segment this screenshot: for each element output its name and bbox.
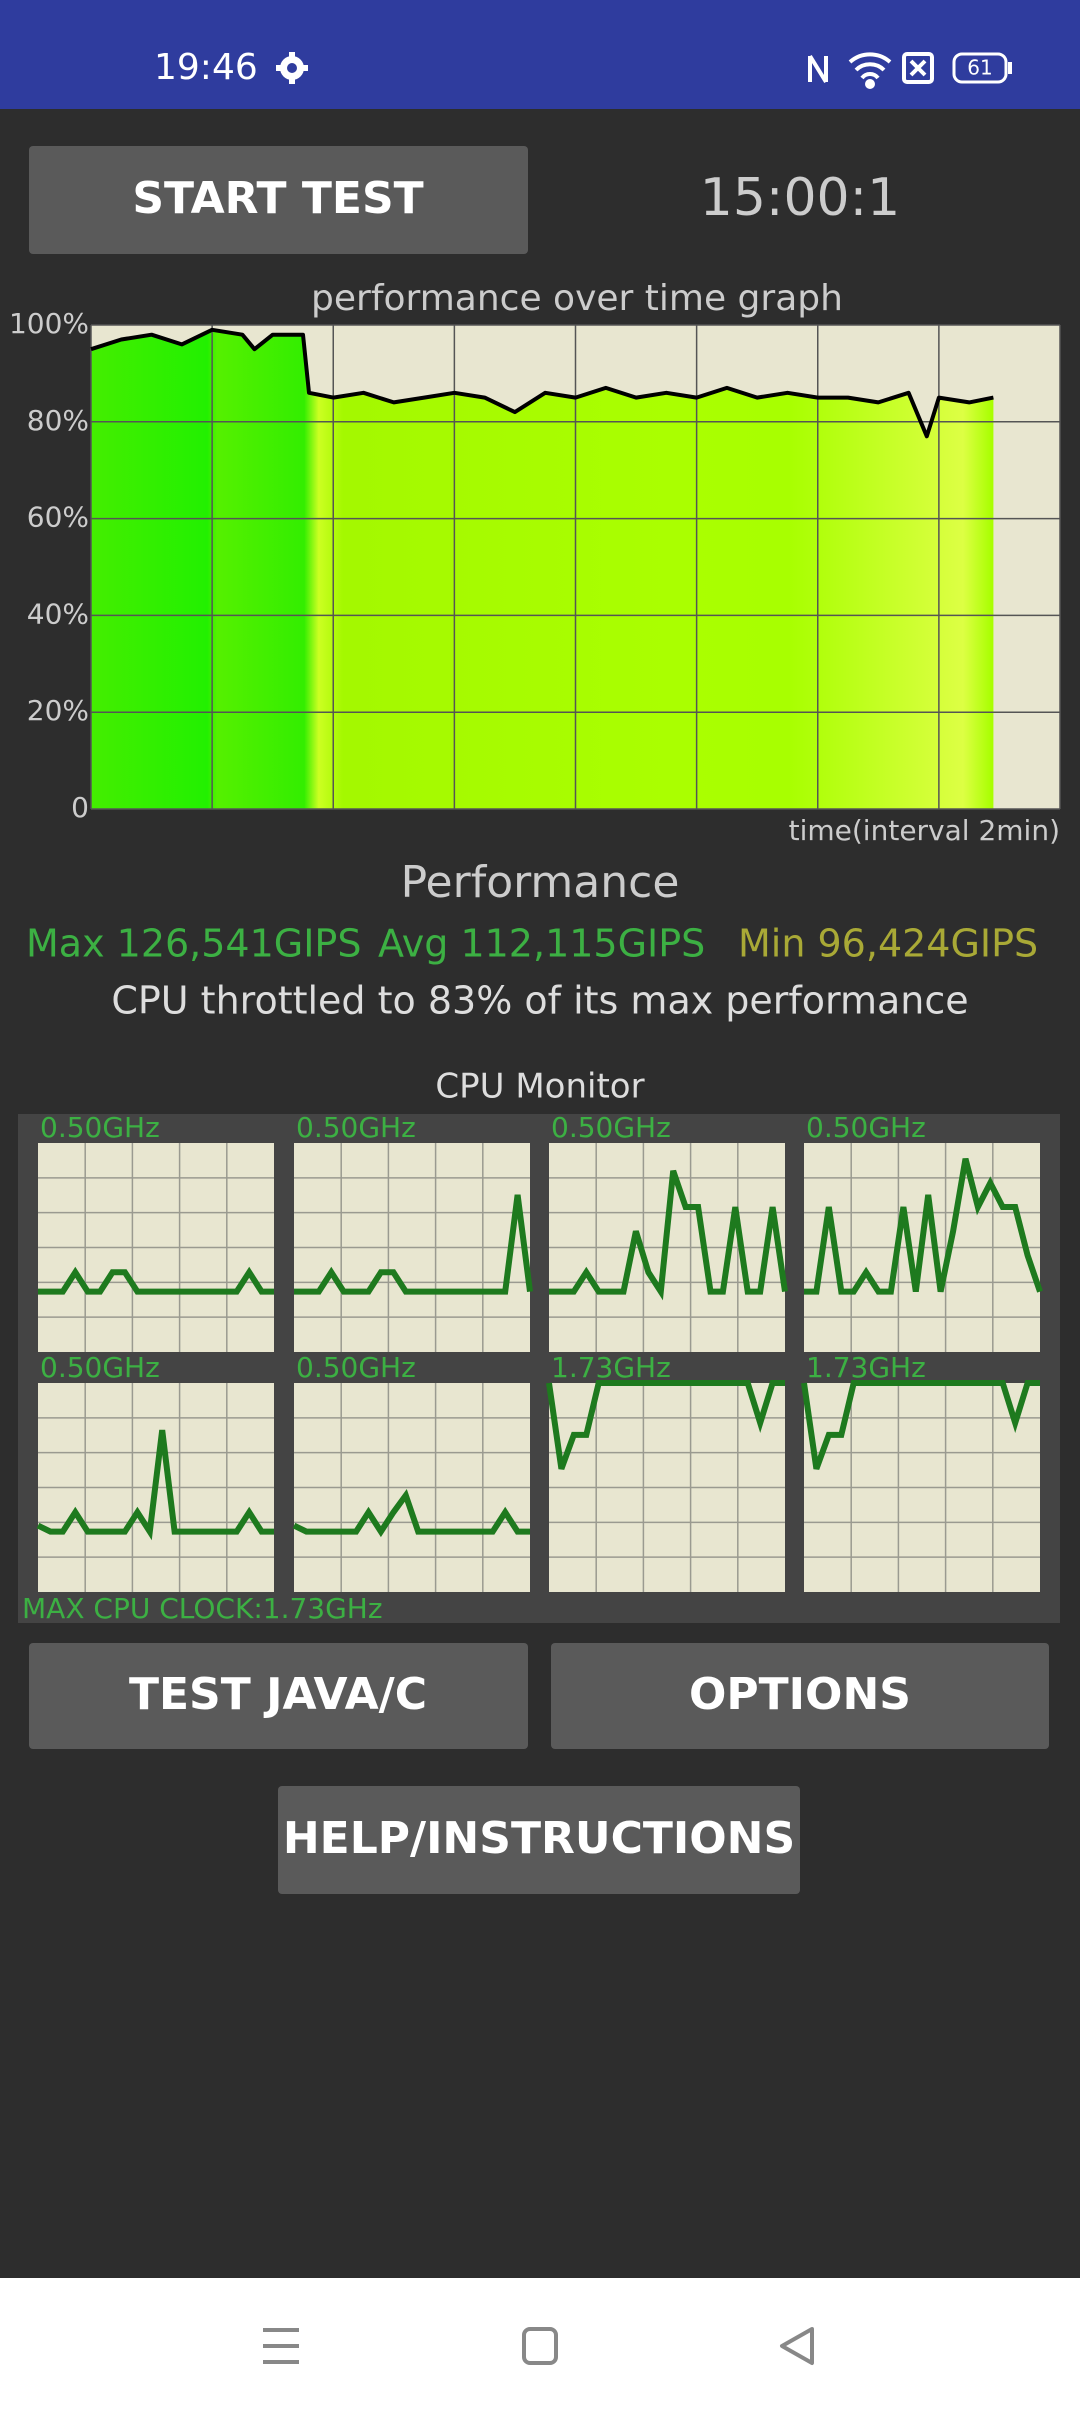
performance-area xyxy=(91,329,994,809)
min-score: Min 96,424GIPS xyxy=(738,922,1038,966)
button-background xyxy=(278,1786,800,1894)
y-tick-label: 80% xyxy=(27,404,89,437)
cpu-frequency-line xyxy=(549,1169,788,1301)
options-button[interactable]: OPTIONS xyxy=(551,1643,1049,1749)
y-tick-label: 20% xyxy=(27,694,89,727)
cpu-frequency-label: 1.73GHz xyxy=(806,1351,926,1384)
home-nav-button[interactable] xyxy=(522,2327,558,2365)
clock: 19:46 xyxy=(154,47,258,88)
cpu-frequency-label: 0.50GHz xyxy=(806,1111,926,1144)
cpu-frequency-label: 0.50GHz xyxy=(296,1111,416,1144)
timer: 15:00:1 xyxy=(700,168,900,228)
battery-level: 61 xyxy=(967,56,992,80)
button-background xyxy=(29,1643,528,1749)
wifi-icon xyxy=(848,52,892,89)
battery-icon xyxy=(952,52,1012,84)
x-axis-label: time(interval 2min) xyxy=(789,814,1060,847)
y-tick-label: 40% xyxy=(27,597,89,630)
avg-score: Avg 112,115GIPS xyxy=(378,922,705,966)
y-tick-label: 60% xyxy=(27,501,89,534)
cpu-frequency-label: 0.50GHz xyxy=(551,1111,671,1144)
button-label: HELP/INSTRUCTIONS xyxy=(283,1813,795,1864)
back-nav-button[interactable] xyxy=(780,2327,814,2365)
chart-title: performance over time graph xyxy=(311,278,843,319)
start-test-button[interactable]: START TEST xyxy=(29,146,528,254)
cpu-frequency-label: 1.73GHz xyxy=(551,1351,671,1384)
cpu-frequency-line xyxy=(801,1380,1040,1470)
test-java-button[interactable]: TEST JAVA/C xyxy=(29,1643,528,1749)
cpu-frequency-line xyxy=(38,1266,274,1295)
max-score: Max 126,541GIPS xyxy=(26,922,361,966)
button-label: TEST JAVA/C xyxy=(129,1669,427,1720)
performance-line xyxy=(90,327,994,439)
cpu-frequency-line xyxy=(36,1429,274,1541)
help-button[interactable]: HELP/INSTRUCTIONS xyxy=(278,1786,800,1894)
data-icon xyxy=(902,52,934,84)
cpu-frequency-line xyxy=(546,1380,785,1470)
y-tick-label: 100% xyxy=(9,307,89,340)
y-tick-label: 0 xyxy=(71,791,89,824)
button-label: OPTIONS xyxy=(689,1669,911,1720)
cpu-frequency-label: 0.50GHz xyxy=(40,1351,160,1384)
throttle-text: CPU throttled to 83% of its max performa… xyxy=(111,979,968,1023)
max-cpu-clock: MAX CPU CLOCK:1.73GHz xyxy=(22,1592,383,1625)
status-bar xyxy=(0,0,1080,109)
cpu-frequency-line xyxy=(294,1194,533,1295)
cpu-frequency-line xyxy=(292,1488,530,1538)
menu-nav-button[interactable] xyxy=(263,2328,299,2364)
performance-heading: Performance xyxy=(401,857,680,908)
cpu-monitor-title: CPU Monitor xyxy=(435,1067,644,1107)
button-label: START TEST xyxy=(132,173,423,224)
button-background xyxy=(29,146,528,254)
cpu-frequency-line xyxy=(804,1157,1043,1295)
cpu-frequency-label: 0.50GHz xyxy=(296,1351,416,1384)
button-background xyxy=(551,1643,1049,1749)
nfc-icon xyxy=(808,54,828,84)
cpu-frequency-label: 0.50GHz xyxy=(40,1111,160,1144)
nav-bar xyxy=(0,2278,1080,2412)
settings-icon xyxy=(276,52,308,84)
